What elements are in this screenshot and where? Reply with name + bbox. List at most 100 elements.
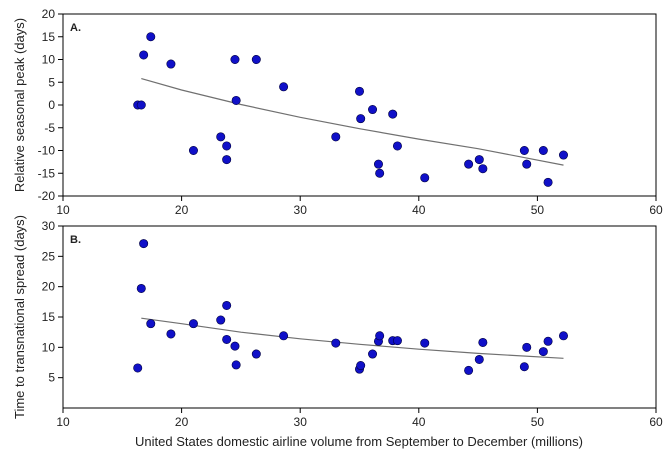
x-tick-label-b: 60 — [649, 415, 663, 429]
y-tick-label-a: 20 — [42, 7, 56, 21]
data-point-b — [478, 337, 488, 347]
panel-b: 10 20 30 40 50 60 5 10 15 20 25 30 B. Time to tran… — [12, 215, 663, 429]
data-point-b — [216, 315, 226, 325]
data-point-a — [522, 159, 532, 169]
data-point-a — [139, 50, 149, 60]
data-point-b — [146, 319, 156, 329]
plot-frame-a — [62, 13, 657, 197]
data-point-a — [392, 141, 402, 151]
data-point-a — [354, 86, 364, 96]
y-tick-label-a: -20 — [38, 189, 56, 203]
y-axis-a: -20 -15 -10 -5 0 5 10 15 20 — [38, 7, 63, 203]
data-point-a — [222, 155, 232, 165]
data-point-a — [474, 155, 484, 165]
x-tick-label-a: 20 — [175, 203, 189, 217]
data-point-b — [558, 331, 568, 341]
x-tick-label-b: 40 — [412, 415, 426, 429]
x-tick-label-b: 20 — [175, 415, 189, 429]
data-point-a — [420, 173, 430, 183]
x-tick-label-b: 30 — [294, 415, 308, 429]
data-point-b — [375, 331, 385, 341]
fit-curve-a — [141, 78, 564, 166]
data-point-a — [188, 146, 198, 156]
data-point-b — [136, 283, 146, 293]
data-point-b — [392, 336, 402, 346]
data-point-a — [538, 146, 548, 156]
y-tick-label-a: 0 — [48, 98, 55, 112]
data-point-a — [356, 114, 366, 124]
data-point-a — [375, 168, 385, 178]
data-point-a — [231, 95, 241, 105]
data-point-b — [230, 341, 240, 351]
data-point-b — [538, 347, 548, 357]
fit-curve-b — [141, 317, 564, 359]
data-point-a — [251, 54, 261, 64]
data-point-b — [222, 300, 232, 310]
y-tick-label-a: 10 — [42, 53, 56, 67]
data-point-a — [373, 159, 383, 169]
data-point-b — [222, 334, 232, 344]
panel-label-b: B. — [70, 234, 81, 246]
x-tick-label-b: 10 — [56, 415, 70, 429]
data-point-a — [222, 141, 232, 151]
data-point-b — [522, 342, 532, 352]
y-tick-label-b: 5 — [48, 371, 55, 385]
y-tick-label-b: 30 — [42, 219, 56, 233]
y-tick-label-a: 5 — [48, 75, 55, 89]
y-tick-label-a: -10 — [38, 144, 56, 158]
plot-frame-b — [62, 225, 657, 409]
data-point-b — [356, 361, 366, 371]
data-point-a — [543, 177, 553, 187]
y-axis-label-b: Time to transnational spread (days) — [12, 215, 27, 419]
x-tick-label-a: 10 — [56, 203, 70, 217]
x-tick-label-a: 40 — [412, 203, 426, 217]
data-point-b — [420, 338, 430, 348]
x-axis-b: 10 20 30 40 50 60 — [56, 408, 663, 429]
data-point-a — [478, 164, 488, 174]
data-point-a — [136, 100, 146, 110]
y-tick-label-a: -15 — [38, 166, 56, 180]
data-point-b — [188, 319, 198, 329]
x-axis-label: United States domestic airline volume fr… — [135, 434, 583, 449]
data-point-b — [279, 331, 289, 341]
x-tick-label-a: 60 — [649, 203, 663, 217]
y-tick-label-b: 25 — [42, 249, 56, 263]
data-point-b — [474, 354, 484, 364]
data-point-a — [558, 150, 568, 160]
data-point-a — [464, 159, 474, 169]
data-point-a — [146, 32, 156, 42]
data-points-b — [133, 239, 568, 375]
y-axis-b: 5 10 15 20 25 30 — [42, 219, 63, 385]
y-tick-label-b: 10 — [42, 340, 56, 354]
x-axis-a: 10 20 30 40 50 60 — [56, 196, 663, 217]
y-axis-label-a: Relative seasonal peak (days) — [12, 18, 27, 192]
panel-a: 10 20 30 40 50 60 -20 -15 -10 -5 0 5 10 15 20 A. Rela… — [12, 7, 663, 217]
data-point-b — [519, 362, 529, 372]
y-tick-label-b: 20 — [42, 280, 56, 294]
x-tick-label-b: 50 — [531, 415, 545, 429]
panel-label-a: A. — [70, 22, 81, 34]
data-point-b — [139, 239, 149, 249]
y-tick-label-a: -5 — [44, 121, 55, 135]
data-point-b — [331, 338, 341, 348]
data-point-b — [368, 349, 378, 359]
data-point-a — [331, 132, 341, 142]
data-point-b — [231, 360, 241, 370]
data-points-a — [133, 32, 568, 187]
data-point-a — [519, 146, 529, 156]
data-point-b — [543, 336, 553, 346]
data-point-b — [133, 363, 143, 373]
data-point-a — [388, 109, 398, 119]
x-tick-label-a: 50 — [531, 203, 545, 217]
data-point-b — [251, 349, 261, 359]
data-point-a — [279, 82, 289, 92]
data-point-a — [216, 132, 226, 142]
y-tick-label-b: 15 — [42, 310, 56, 324]
data-point-b — [166, 329, 176, 339]
data-point-a — [230, 54, 240, 64]
data-point-a — [166, 59, 176, 69]
y-tick-label-a: 15 — [42, 30, 56, 44]
x-tick-label-a: 30 — [294, 203, 308, 217]
data-point-b — [464, 365, 474, 375]
